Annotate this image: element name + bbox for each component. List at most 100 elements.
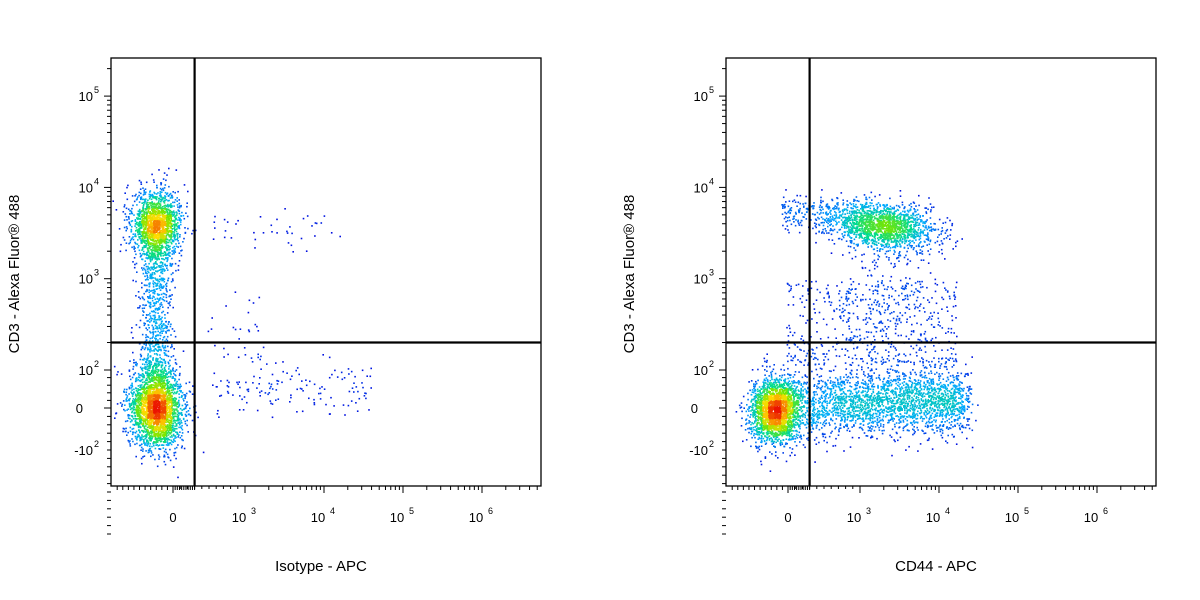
event-dot	[153, 208, 155, 211]
event-dot	[313, 403, 316, 406]
event-dot	[128, 242, 130, 245]
event-dot	[166, 222, 169, 225]
event-dot	[142, 206, 144, 209]
event-dot	[154, 227, 157, 230]
event-dot	[155, 282, 157, 285]
event-dot	[154, 311, 157, 314]
event-dot	[157, 420, 160, 422]
event-dot	[139, 238, 141, 240]
event-dot	[145, 372, 147, 374]
event-dot	[156, 325, 158, 328]
event-dot	[142, 253, 144, 255]
event-dot	[158, 205, 160, 207]
event-dot	[237, 383, 239, 385]
event-dot	[185, 392, 188, 395]
event-dot	[149, 255, 151, 258]
event-dot	[148, 197, 151, 200]
event-dot	[138, 394, 140, 396]
event-dot	[170, 206, 173, 208]
event-dot	[149, 330, 151, 333]
event-dot	[157, 253, 159, 256]
event-dot	[169, 408, 171, 410]
event-dot	[142, 222, 144, 224]
event-dot	[143, 430, 145, 432]
event-dot	[158, 248, 161, 251]
event-dot	[358, 397, 361, 400]
event-dot	[157, 234, 159, 237]
event-dot	[146, 439, 148, 441]
event-dot	[149, 384, 152, 387]
event-dot	[148, 378, 151, 381]
event-dot	[180, 422, 183, 424]
event-dot	[146, 358, 149, 361]
event-dot	[151, 232, 154, 235]
event-dot	[187, 227, 189, 230]
event-dot	[177, 476, 179, 479]
event-dot	[144, 279, 147, 281]
event-dot	[151, 242, 154, 245]
event-dot	[156, 441, 159, 443]
event-dot	[145, 415, 148, 417]
event-dot	[138, 404, 141, 406]
event-dot	[138, 179, 141, 182]
event-dot	[154, 398, 156, 401]
event-dot	[150, 275, 153, 277]
event-dot	[148, 433, 150, 436]
event-dot	[157, 239, 159, 241]
event-dot	[140, 210, 142, 213]
event-dot	[147, 441, 150, 444]
event-dot	[145, 257, 147, 259]
event-dot	[157, 427, 160, 429]
event-dot	[149, 216, 152, 219]
event-dot	[157, 282, 159, 285]
event-dot	[159, 238, 161, 241]
event-dot	[301, 388, 303, 390]
event-dot	[144, 216, 147, 218]
event-dot	[172, 427, 174, 429]
event-dot	[276, 383, 279, 385]
event-dot	[144, 304, 146, 307]
event-dot	[119, 250, 122, 253]
event-dot	[156, 371, 159, 374]
event-dot	[143, 419, 146, 422]
event-dot	[135, 387, 138, 390]
event-dot	[169, 301, 171, 303]
event-dot	[145, 339, 148, 341]
event-dot	[138, 191, 141, 194]
event-dot	[149, 332, 152, 334]
event-dot	[160, 210, 163, 213]
event-dot	[142, 230, 145, 233]
event-dot	[148, 282, 150, 285]
event-dot	[169, 252, 171, 254]
event-dot	[292, 251, 294, 253]
event-dot	[132, 236, 134, 238]
event-dot	[158, 218, 160, 221]
event-dot	[169, 263, 172, 266]
event-dot	[136, 421, 139, 424]
event-dot	[165, 330, 167, 333]
event-dot	[170, 412, 172, 414]
event-dot	[170, 429, 173, 432]
event-dot	[172, 251, 175, 253]
event-dot	[143, 426, 146, 429]
event-dot	[152, 286, 155, 288]
event-dot	[178, 404, 181, 407]
event-dot	[154, 378, 156, 381]
event-dot	[178, 423, 181, 426]
event-dot	[166, 335, 169, 338]
event-dot	[138, 214, 141, 216]
event-dot	[178, 224, 180, 227]
event-dot	[144, 193, 147, 195]
event-dot	[140, 436, 143, 438]
event-dot	[151, 414, 154, 416]
event-dot	[256, 409, 259, 412]
event-dot	[156, 257, 158, 259]
event-dot	[158, 439, 161, 441]
event-dot	[180, 411, 183, 414]
event-dot	[169, 372, 172, 375]
event-dot	[133, 403, 136, 405]
event-dot	[171, 391, 174, 394]
event-dot	[181, 414, 183, 416]
event-dot	[134, 233, 137, 235]
event-dot	[163, 187, 166, 189]
